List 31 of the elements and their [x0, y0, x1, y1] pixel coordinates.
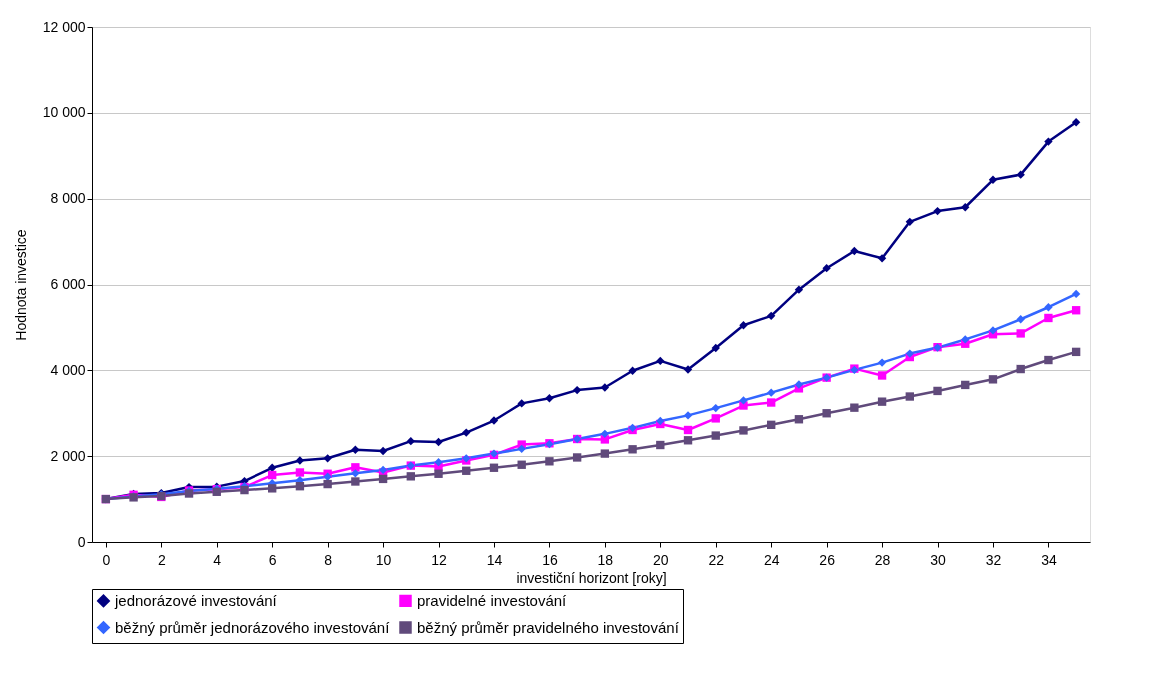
x-tick-label: 34 [1041, 551, 1057, 568]
x-tick-label: 28 [874, 551, 891, 568]
x-tick-label: 20 [653, 551, 669, 568]
x-tick-label: 22 [708, 551, 725, 568]
x-tick-label: 6 [268, 551, 277, 568]
x-tick-label: 14 [486, 551, 503, 568]
x-tick-label: 16 [542, 551, 558, 568]
x-tick-label: 26 [819, 551, 836, 568]
x-tick-label: 12 [431, 551, 448, 568]
x-tick-label: 32 [985, 551, 1002, 568]
x-tick-label: 18 [597, 551, 614, 568]
y-tick-label: 0 [77, 533, 86, 550]
x-tick-label: 30 [930, 551, 947, 568]
y-axis-title: Hodnota investice [12, 229, 29, 341]
x-tick-label: 24 [763, 551, 780, 568]
y-tick-label: 6 000 [50, 276, 86, 292]
y-tick-label: 2 000 [50, 447, 86, 464]
x-tick-label: 10 [375, 551, 392, 568]
x-tick-label: 0 [102, 551, 111, 568]
x-tick-label: 8 [324, 551, 333, 568]
y-tick-label: 12 000 [42, 18, 86, 35]
y-tick-label: 4 000 [50, 361, 86, 378]
x-tick-label: 4 [213, 551, 222, 568]
y-tick-label: 8 000 [50, 190, 86, 207]
legend-label: běžný průměr jednorázového investování [115, 618, 391, 636]
legend-label: pravidelné investování [417, 591, 568, 609]
x-tick-label: 2 [157, 551, 166, 568]
x-axis-title: investiční horizont [roky] [516, 569, 667, 586]
legend-label: jednorázové investování [114, 591, 278, 609]
y-tick-label: 10 000 [42, 104, 86, 121]
legend-label: běžný průměr pravidelného investování [417, 618, 680, 636]
